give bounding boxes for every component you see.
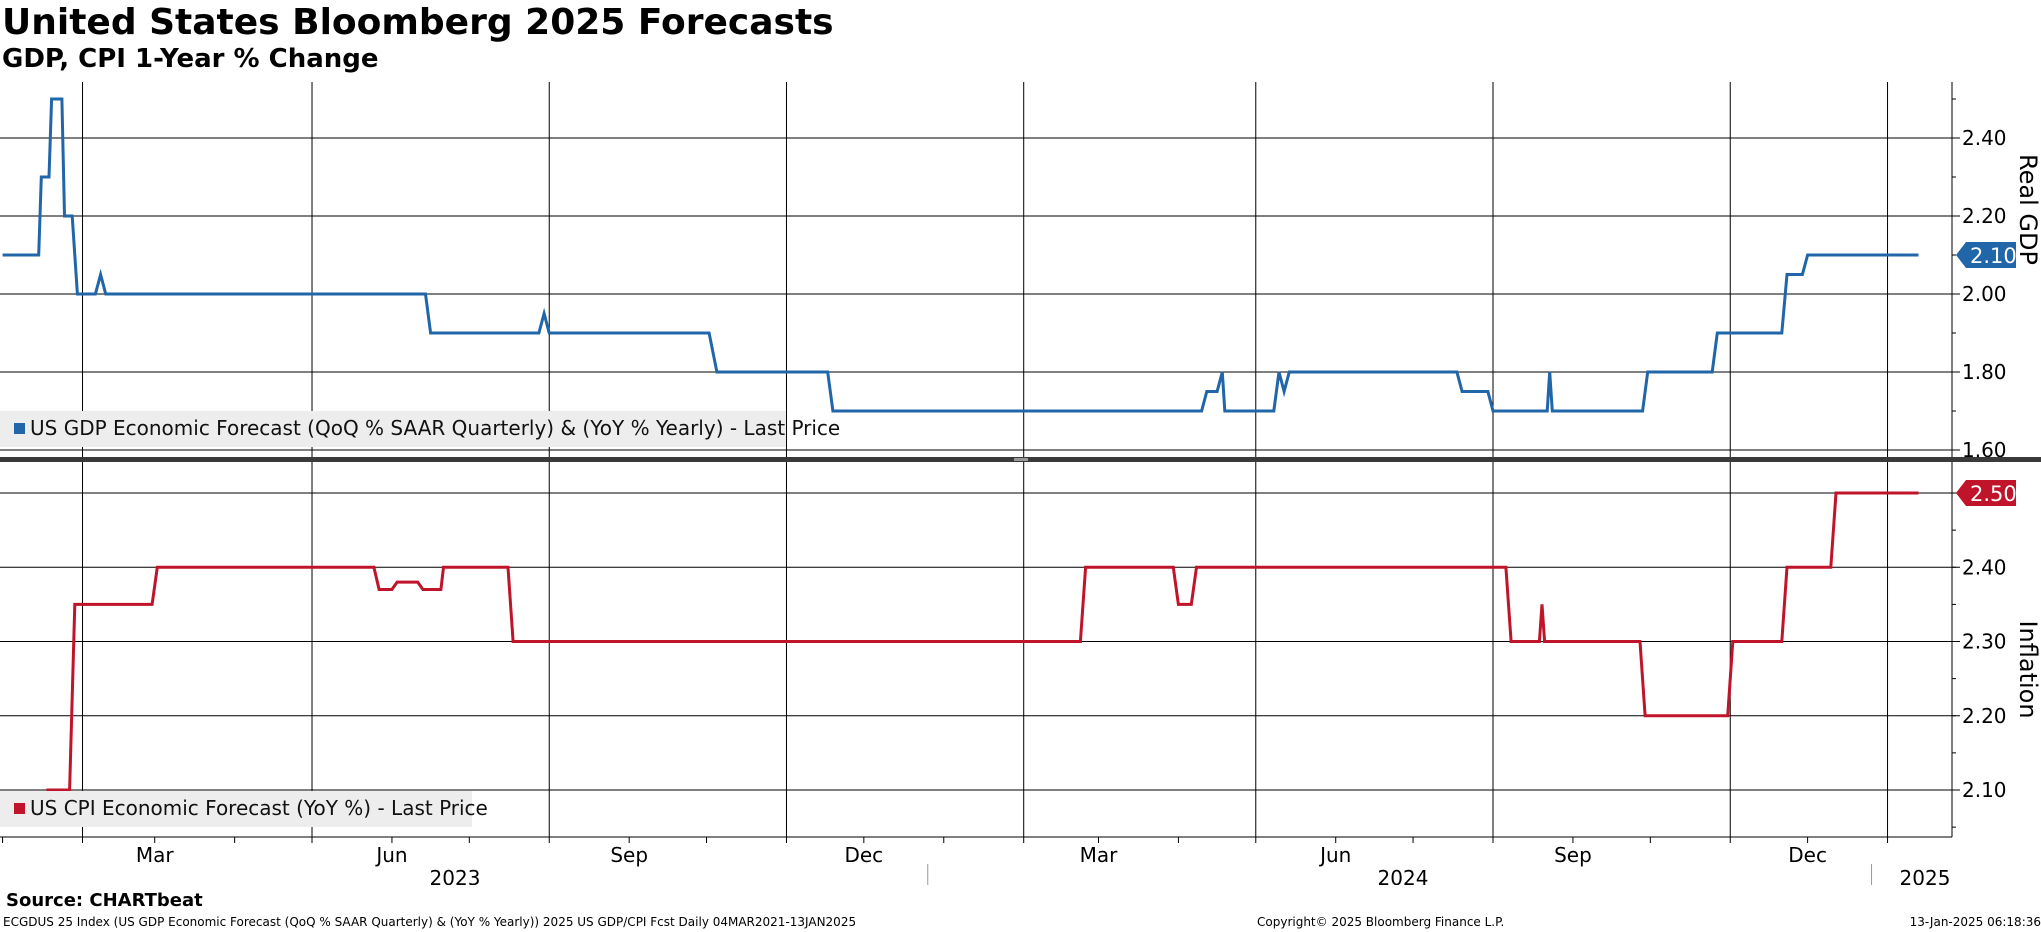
source-note: Source: CHARTbeat: [6, 890, 203, 911]
panel-divider-handle[interactable]: [1014, 458, 1028, 461]
gdp-last-value-tag: [1956, 242, 2016, 268]
cpi-legend[interactable]: US CPI Economic Forecast (YoY %) - Last …: [0, 791, 488, 827]
cpi-y-tick-label: 2.10: [1962, 778, 2007, 802]
x-month-label: Sep: [1554, 843, 1592, 867]
x-month-label: Jun: [1318, 843, 1351, 867]
x-year-label: 2025: [1900, 866, 1951, 885]
gdp-y-tick-label: 2.40: [1962, 126, 2007, 150]
cpi-last-value-tag: [1956, 480, 2016, 506]
cpi-y-tick-label: 2.20: [1962, 704, 2007, 728]
footer-timestamp: 13-Jan-2025 06:18:36: [1909, 915, 2041, 929]
gdp-series-line: [2, 97, 1919, 413]
x-month-label: Sep: [610, 843, 648, 867]
x-year-label: 2024: [1378, 866, 1429, 885]
cpi-legend-bg: [0, 791, 472, 827]
x-axis: Mar Jun Sep Dec Mar Jun Sep Dec 2023 2024 2025: [0, 836, 1952, 885]
gdp-legend-label: US GDP Economic Forecast (QoQ % SAAR Qua…: [30, 416, 840, 440]
cpi-last-value-label: 2.50: [1970, 482, 2017, 506]
cpi-legend-swatch: [14, 803, 25, 814]
x-month-label: Dec: [1788, 843, 1827, 867]
cpi-y-tick-label: 2.30: [1962, 630, 2007, 654]
cpi-legend-label: US CPI Economic Forecast (YoY %) - Last …: [30, 796, 488, 820]
footer-copyright: Copyright© 2025 Bloomberg Finance L.P.: [1257, 915, 1505, 929]
x-month-label: Jun: [374, 843, 407, 867]
cpi-y-tick-label: 2.40: [1962, 555, 2007, 579]
x-month-label: Mar: [136, 843, 175, 867]
gdp-last-value-label: 2.10: [1970, 244, 2017, 268]
x-year-label: 2023: [430, 866, 481, 885]
gdp-y-tick-label: 2.00: [1962, 282, 2007, 306]
chart-subtitle: GDP, CPI 1-Year % Change: [2, 44, 379, 74]
footer-description: ECGDUS 25 Index (US GDP Economic Forecas…: [3, 915, 857, 929]
gdp-axis-title: Real GDP: [2014, 154, 2041, 265]
x-month-label: Mar: [1080, 843, 1119, 867]
gdp-legend-bg: [0, 411, 786, 447]
cpi-series-line: [46, 491, 1919, 792]
x-month-label: Dec: [844, 843, 883, 867]
gdp-legend-swatch: [14, 423, 25, 434]
gdp-y-tick-label: 1.80: [1962, 360, 2007, 384]
cpi-axis-title: Inflation: [2014, 620, 2041, 718]
chart-title: United States Bloomberg 2025 Forecasts: [2, 2, 834, 43]
gdp-legend[interactable]: US GDP Economic Forecast (QoQ % SAAR Qua…: [0, 411, 840, 447]
gdp-y-tick-label: 2.20: [1962, 204, 2007, 228]
